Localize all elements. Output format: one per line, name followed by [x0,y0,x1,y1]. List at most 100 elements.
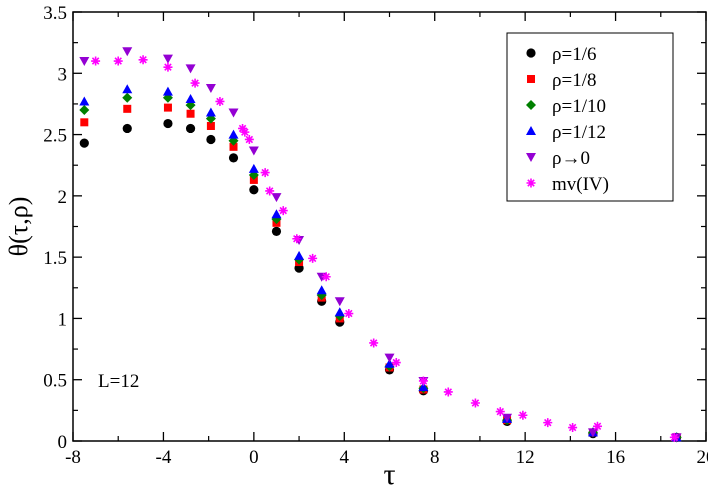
data-point [162,86,173,96]
data-point [228,129,239,139]
data-point [308,253,318,263]
data-point [265,186,275,196]
data-point [271,209,282,219]
data-point [122,84,133,94]
data-point [186,109,195,118]
data-point [391,358,401,368]
data-point [334,297,345,307]
legend-marker [526,100,536,110]
data-point [91,56,101,66]
y-tick-label: 3 [58,64,68,85]
data-point [185,94,196,104]
data-point [206,121,215,130]
x-tick-label: 0 [249,447,259,468]
data-point [190,78,200,88]
y-tick-label: 0.5 [43,371,67,392]
data-point [138,55,148,65]
legend-label: ρ=1/8 [552,70,596,91]
data-point [163,118,173,129]
data-point [271,193,282,203]
legend-marker [526,178,536,188]
y-axis-title: θ(τ,ρ) [4,197,33,257]
legend-marker [527,75,535,83]
x-axis-title: τ [383,458,395,491]
x-tick-label: 16 [606,447,625,468]
data-point [228,153,239,163]
legend: ρ=1/6 ρ=1/8 ρ=1/10 ρ=1/12 ρ→0 mv(IV) [506,32,674,202]
data-point [228,108,239,118]
x-tick-label: 20 [697,447,708,468]
data-point [334,307,345,317]
data-point [592,421,602,431]
data-point [163,103,172,112]
data-point [271,226,282,237]
data-point [122,47,133,57]
x-tick-label: 8 [430,447,440,468]
data-point [369,338,379,348]
x-tick-label: 12 [516,447,535,468]
data-point [294,250,305,260]
data-point [205,107,216,117]
legend-marker [526,48,536,58]
data-point [163,62,173,72]
data-point [248,146,259,156]
data-point [185,64,196,74]
data-point [79,138,89,148]
data-point [568,423,578,433]
x-tick-label: 4 [340,447,350,468]
data-point [123,104,132,113]
data-point [278,206,288,216]
data-point [321,272,331,282]
data-point [229,142,238,151]
data-point [79,96,90,106]
data-point [249,185,259,195]
legend-box [506,32,674,202]
data-point [206,134,216,145]
series-5 [91,55,679,442]
data-point [418,382,429,392]
series-3 [79,84,682,442]
data-point [260,168,270,178]
data-point [238,123,248,133]
y-tick-label: 2 [58,187,68,208]
legend-label: ρ=1/10 [552,96,606,117]
y-tick-label: 3.5 [43,3,67,24]
x-tick-label: -8 [65,447,81,468]
data-point [470,398,480,408]
data-point [185,123,196,134]
data-point [248,163,259,173]
data-point [240,127,250,137]
y-tick-label: 1.5 [43,248,67,269]
data-point [292,234,302,244]
y-tick-label: 0 [58,432,68,453]
axes: -8 -4 0 4 8 12 16 20 0 0.5 1 1.5 2 2.5 3 3.5 [43,3,708,468]
y-tick-label: 2.5 [43,126,67,147]
data-point [344,309,354,319]
data-point [215,96,225,106]
y-tick-label: 1 [58,309,68,330]
legend-marker [526,126,536,135]
data-point [418,376,428,386]
annotation-label: L=12 [98,371,139,392]
x-tick-label: -4 [156,447,172,468]
data-point [495,407,505,417]
data-point [162,54,173,64]
data-point [244,134,254,144]
data-point [669,432,679,442]
data-point [122,92,133,103]
data-marks [79,47,682,443]
legend-label: ρ=1/6 [552,44,596,65]
data-point [518,410,528,420]
data-point [316,285,327,295]
data-point [502,413,513,423]
data-point [543,418,553,428]
legend-label: mv(IV) [552,174,609,195]
data-point [384,353,395,363]
data-point [443,387,453,397]
data-point [122,123,132,134]
data-point [80,118,89,127]
data-point [587,428,598,438]
data-point [79,57,90,67]
